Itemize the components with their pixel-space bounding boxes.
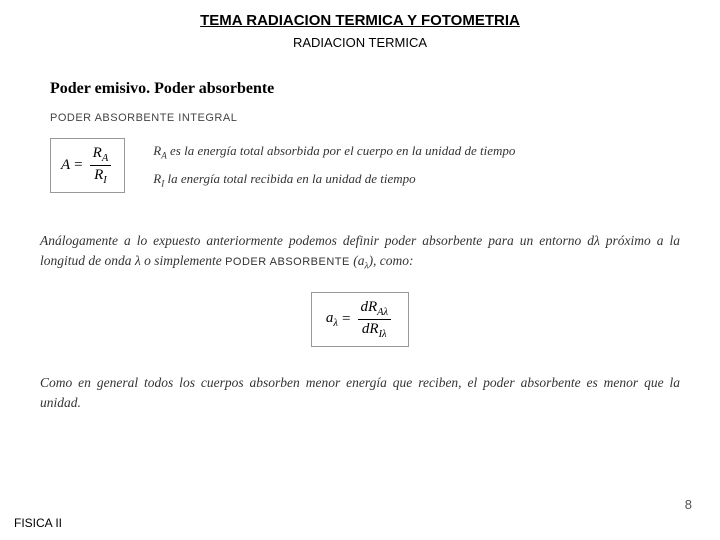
formula-row: A = RA RI RA es la energía total absorbi… xyxy=(0,124,720,193)
formula2-lhs: aλ xyxy=(326,310,338,329)
fraction-2: dRAλ dRIλ xyxy=(356,299,392,340)
formula-box-A: A = RA RI xyxy=(50,138,125,193)
fraction2-den: dRIλ xyxy=(358,319,391,340)
fraction-den: RI xyxy=(90,165,111,186)
page-subtitle: RADIACION TERMICA xyxy=(0,29,720,50)
footer-course: FISICA II xyxy=(14,516,62,530)
formula-box-a-lambda: aλ = dRAλ dRIλ xyxy=(311,292,409,347)
equals-sign: = xyxy=(74,157,82,174)
fraction-num: RA xyxy=(89,145,113,165)
definitions: RA es la energía total absorbida por el … xyxy=(153,143,515,188)
page-title: TEMA RADIACION TERMICA Y FOTOMETRIA xyxy=(0,0,720,29)
paragraph-2: Como en general todos los cuerpos absorb… xyxy=(0,347,720,414)
formula-center: aλ = dRAλ dRIλ xyxy=(0,274,720,347)
section-heading: Poder emisivo. Poder absorbente xyxy=(0,50,720,98)
paragraph-1: Análogamente a lo expuesto anteriormente… xyxy=(0,193,720,274)
page-number: 8 xyxy=(685,497,692,512)
section-subheading: PODER ABSORBENTE INTEGRAL xyxy=(0,98,720,124)
fraction: RA RI xyxy=(89,145,113,186)
def-line-1: RA es la energía total absorbida por el … xyxy=(153,143,515,161)
def-line-2: RI la energía total recibida en la unida… xyxy=(153,171,515,189)
fraction2-num: dRAλ xyxy=(356,299,392,319)
formula-lhs: A xyxy=(61,157,70,174)
equals-sign-2: = xyxy=(342,311,350,328)
